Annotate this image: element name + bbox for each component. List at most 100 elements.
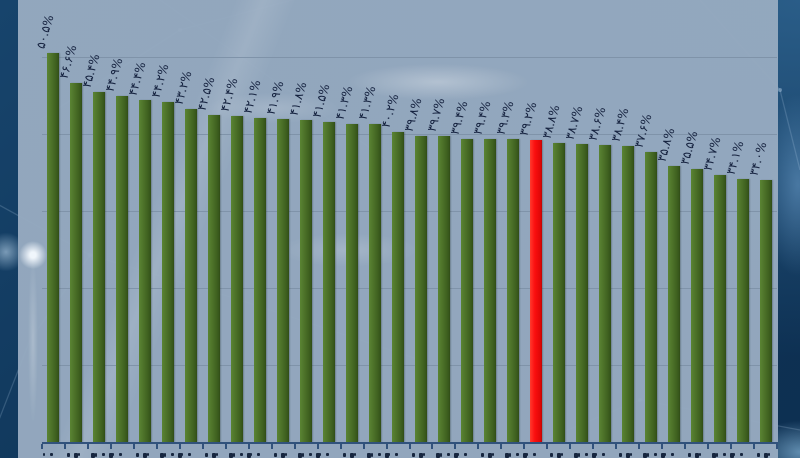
x-axis-cropped-label-fragment bbox=[109, 453, 114, 458]
bar bbox=[483, 138, 496, 442]
gridline-20pct bbox=[42, 288, 777, 289]
x-axis-cropped-label-fragment bbox=[560, 453, 563, 456]
x-axis-cropped-label-fragment bbox=[216, 453, 219, 456]
x-axis-cropped-label-fragment bbox=[732, 453, 735, 456]
bar bbox=[323, 122, 336, 442]
bar bbox=[139, 100, 152, 442]
x-axis-tick bbox=[224, 444, 227, 449]
x-axis-cropped-label-fragment bbox=[298, 453, 303, 458]
x-axis-cropped-label-fragment bbox=[556, 453, 561, 458]
x-axis-cropped-label-fragment bbox=[504, 453, 509, 458]
x-axis-cropped-label-fragment bbox=[212, 453, 217, 458]
gridline-30pct bbox=[42, 211, 777, 212]
bar-value-label: ۵۰.۵% bbox=[33, 13, 57, 51]
x-axis-cropped-label-fragment bbox=[378, 453, 382, 456]
bar-value-label: ۳۴.۱% bbox=[723, 139, 747, 177]
x-axis-cropped-label-fragment bbox=[549, 453, 553, 457]
x-axis-cropped-label-fragment bbox=[660, 453, 665, 458]
x-axis-cropped-label-fragment bbox=[601, 453, 605, 456]
x-axis-tick bbox=[730, 444, 733, 449]
x-axis-tick bbox=[431, 444, 434, 449]
x-axis-cropped-label-fragment bbox=[171, 453, 175, 456]
x-axis-cropped-label-fragment bbox=[188, 453, 192, 456]
bar-value-label: ۴۱.۸% bbox=[286, 80, 310, 118]
x-axis-cropped-label-fragment bbox=[229, 453, 234, 458]
x-axis-tick bbox=[293, 444, 296, 449]
x-axis-tick bbox=[684, 444, 687, 449]
x-axis-tick bbox=[201, 444, 204, 449]
bar bbox=[369, 123, 382, 442]
bar-value-label: ۴۲.۴% bbox=[217, 75, 241, 113]
x-axis-cropped-label-fragment bbox=[625, 453, 630, 458]
gridline-40pct bbox=[42, 134, 777, 135]
x-axis-cropped-label-fragment bbox=[573, 453, 578, 458]
x-axis-cropped-label-fragment bbox=[480, 453, 484, 457]
x-axis-cropped-label-fragment bbox=[411, 453, 415, 457]
x-axis-tick bbox=[316, 444, 319, 449]
bar bbox=[300, 120, 313, 442]
x-axis-cropped-label-fragment bbox=[698, 453, 701, 456]
bar bbox=[598, 144, 611, 442]
x-axis-cropped-label-fragment bbox=[119, 453, 123, 456]
x-axis-cropped-label-fragment bbox=[453, 453, 458, 458]
x-axis-cropped-label-fragment bbox=[522, 453, 527, 458]
bar-value-label: ۳۴.۰% bbox=[746, 140, 770, 178]
x-axis-cropped-label-fragment bbox=[487, 453, 492, 458]
bar-value-label: ۴۶.۶% bbox=[56, 43, 80, 81]
x-axis-cropped-label-fragment bbox=[629, 453, 632, 456]
x-axis-cropped-label-fragment bbox=[653, 453, 657, 456]
bar-value-label: ۳۹.۸% bbox=[401, 95, 425, 133]
bar-value-label: ۳۹.۳% bbox=[493, 99, 517, 137]
x-axis-tick bbox=[500, 444, 503, 449]
x-axis-cropped-label-fragment bbox=[577, 453, 580, 457]
bar-value-label: ۴۱.۹% bbox=[263, 79, 287, 117]
bar-highlighted bbox=[529, 140, 542, 442]
bar-value-label: ۴۴.۴% bbox=[125, 60, 149, 98]
bar-value-label: ۳۷.۶% bbox=[631, 112, 655, 150]
x-axis-tick bbox=[132, 444, 135, 449]
x-axis-cropped-label-fragment bbox=[418, 453, 423, 458]
x-axis-cropped-label-fragment bbox=[515, 453, 519, 456]
x-axis-tick bbox=[385, 444, 388, 449]
bar bbox=[116, 96, 129, 442]
x-axis-cropped-label-fragment bbox=[343, 453, 347, 457]
bar bbox=[185, 109, 198, 442]
x-axis-tick bbox=[753, 444, 756, 449]
x-axis-tick bbox=[523, 444, 526, 449]
x-axis-cropped-label-fragment bbox=[642, 453, 647, 458]
x-axis-cropped-label-fragment bbox=[385, 453, 390, 458]
chart-plot-area: ۵۰.۵% ۴۶.۶% ۴۵.۴% ۴۴.۹% ۴۴.۴% ۴۴.۲% ۴۳.۲% ۴۲.۵%… bbox=[18, 0, 778, 458]
gridline-10pct bbox=[42, 365, 777, 366]
x-axis-tick bbox=[362, 444, 365, 449]
bar-value-label: ۴۱.۳% bbox=[355, 84, 379, 122]
x-axis-cropped-label-fragment bbox=[422, 453, 425, 456]
x-axis-cropped-label-fragment bbox=[532, 453, 536, 456]
x-axis-cropped-label-fragment bbox=[687, 453, 691, 457]
x-axis-cropped-label-fragment bbox=[694, 453, 699, 458]
x-axis-cropped-label-fragment bbox=[319, 453, 322, 456]
x-axis-cropped-label-fragment bbox=[67, 453, 71, 457]
bar-value-label: ۴۴.۲% bbox=[148, 61, 172, 99]
bar bbox=[277, 119, 290, 442]
x-axis-cropped-label-fragment bbox=[525, 453, 528, 456]
bar bbox=[759, 180, 772, 442]
x-axis-tick bbox=[86, 444, 89, 449]
x-axis-line bbox=[42, 442, 778, 444]
bar bbox=[713, 174, 726, 442]
bar bbox=[575, 144, 588, 442]
x-axis-tick bbox=[454, 444, 457, 449]
x-axis-cropped-label-fragment bbox=[205, 453, 209, 457]
x-axis-cropped-label-fragment bbox=[43, 453, 46, 456]
x-axis-cropped-label-fragment bbox=[663, 453, 666, 456]
x-axis-cropped-label-fragment bbox=[618, 453, 622, 457]
x-axis-cropped-label-fragment bbox=[763, 453, 768, 458]
x-axis-cropped-label-fragment bbox=[285, 453, 288, 456]
x-axis-cropped-label-fragment bbox=[715, 453, 718, 457]
bar bbox=[414, 135, 427, 442]
x-axis-tick bbox=[638, 444, 641, 449]
bar-value-label: ۳۹.۴% bbox=[470, 98, 494, 136]
x-axis-tick bbox=[569, 444, 572, 449]
x-axis-cropped-label-fragment bbox=[729, 453, 734, 458]
x-axis-cropped-label-fragment bbox=[367, 453, 372, 458]
